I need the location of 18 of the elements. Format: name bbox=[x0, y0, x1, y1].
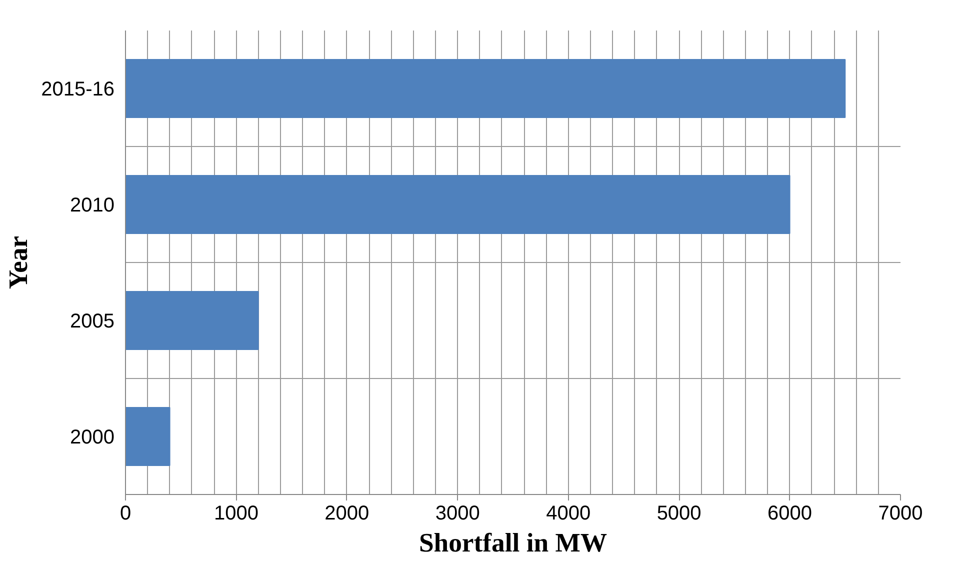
bar bbox=[126, 291, 259, 350]
x-tick-label: 3000 bbox=[435, 502, 480, 524]
x-tick-label: 4000 bbox=[546, 502, 591, 524]
bar bbox=[126, 175, 790, 234]
x-tick-label: 1000 bbox=[214, 502, 258, 524]
x-tick-label: 5000 bbox=[656, 502, 702, 524]
y-tick-label: 2015-16 bbox=[41, 78, 115, 100]
x-tick-label: 2000 bbox=[324, 502, 370, 524]
bar bbox=[126, 407, 170, 466]
y-axis-title: Year bbox=[3, 236, 34, 290]
x-tick-label: 6000 bbox=[768, 502, 812, 524]
x-tick-label: 0 bbox=[120, 502, 132, 524]
y-tick-label: 2000 bbox=[70, 426, 115, 448]
x-tick-label: 7000 bbox=[878, 502, 923, 524]
y-tick-label: 2010 bbox=[70, 194, 115, 216]
x-axis-title: Shortfall in MW bbox=[418, 528, 608, 558]
y-tick-label: 2005 bbox=[70, 310, 115, 332]
bar bbox=[126, 59, 846, 118]
